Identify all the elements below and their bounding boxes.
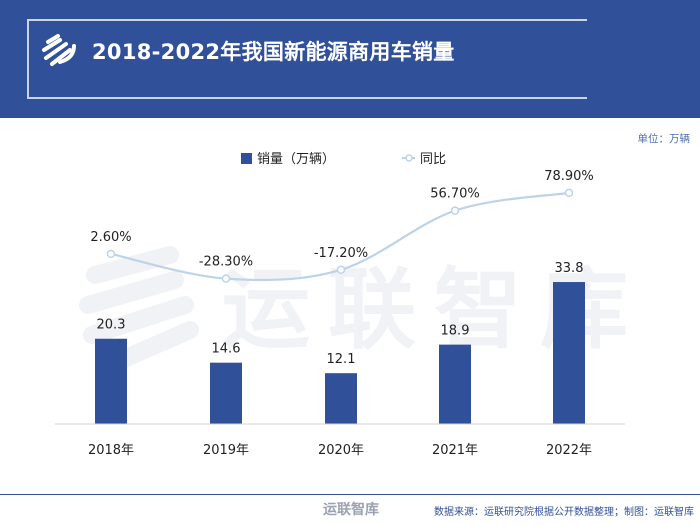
bar-0: [95, 338, 127, 424]
footer-source: 数据来源：运联研究院根据公开数据整理；制图：运联智库: [434, 507, 694, 518]
x-tick-label-4: 2022年: [546, 443, 592, 458]
x-tick-label-0: 2018年: [88, 443, 134, 458]
footer-divider: [0, 494, 700, 495]
x-tick-label-2: 2020年: [318, 443, 364, 458]
bar-label-0: 20.3: [97, 318, 126, 333]
yoy-point-4: [564, 188, 574, 198]
yoy-point-0: [106, 249, 116, 259]
legend-label-yoy: 同比: [420, 152, 446, 167]
yoy-point-3: [450, 206, 460, 215]
bar-1: [210, 362, 242, 424]
yoy-label-4: 78.90%: [544, 169, 594, 184]
yunlian-logo-icon: [42, 34, 76, 66]
unit-note: 单位：万辆: [637, 133, 691, 145]
footer-weibo-mark: 运联智库: [323, 502, 379, 518]
yoy-label-2: -17.20%: [314, 246, 368, 261]
bar-label-3: 18.9: [441, 324, 470, 339]
bar-3: [439, 344, 471, 424]
bar-4: [553, 282, 585, 424]
bar-2: [325, 373, 357, 424]
bar-label-2: 12.1: [327, 352, 356, 367]
legend-marker-yoy: [405, 154, 413, 162]
bar-label-4: 33.8: [555, 261, 584, 276]
header-frame: [27, 19, 587, 99]
x-tick-label-3: 2021年: [432, 443, 478, 458]
sales-chart: 运联智库 销量（万辆） 同比 20.314.612.118.933.8 2.60%…: [55, 152, 628, 458]
yoy-label-1: -28.30%: [199, 255, 253, 270]
bar-label-1: 14.6: [212, 342, 241, 357]
yoy-label-0: 2.60%: [90, 230, 131, 245]
legend-swatch-sales: [241, 153, 252, 164]
yoy-point-2: [336, 265, 346, 275]
x-tick-label-1: 2019年: [203, 443, 249, 458]
legend-label-sales: 销量（万辆）: [257, 152, 335, 167]
page-title: 2018-2022年我国新能源商用车销量: [92, 40, 455, 64]
yoy-label-3: 56.70%: [430, 187, 480, 202]
watermark-logo-icon: [79, 246, 199, 374]
yoy-point-1: [221, 274, 231, 283]
